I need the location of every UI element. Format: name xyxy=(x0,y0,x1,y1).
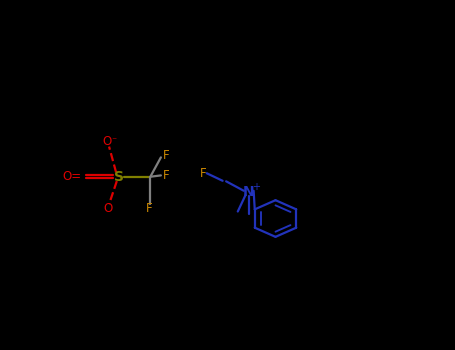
Text: O: O xyxy=(103,202,113,215)
Text: O: O xyxy=(102,135,111,148)
Text: F: F xyxy=(147,202,153,215)
Text: N: N xyxy=(243,184,255,198)
Text: S: S xyxy=(114,170,124,184)
Text: ⁻: ⁻ xyxy=(112,137,117,147)
Text: F: F xyxy=(200,167,207,180)
Text: +: + xyxy=(252,182,260,192)
Text: O=: O= xyxy=(62,170,81,183)
Text: F: F xyxy=(163,149,170,162)
Text: F: F xyxy=(163,169,170,182)
